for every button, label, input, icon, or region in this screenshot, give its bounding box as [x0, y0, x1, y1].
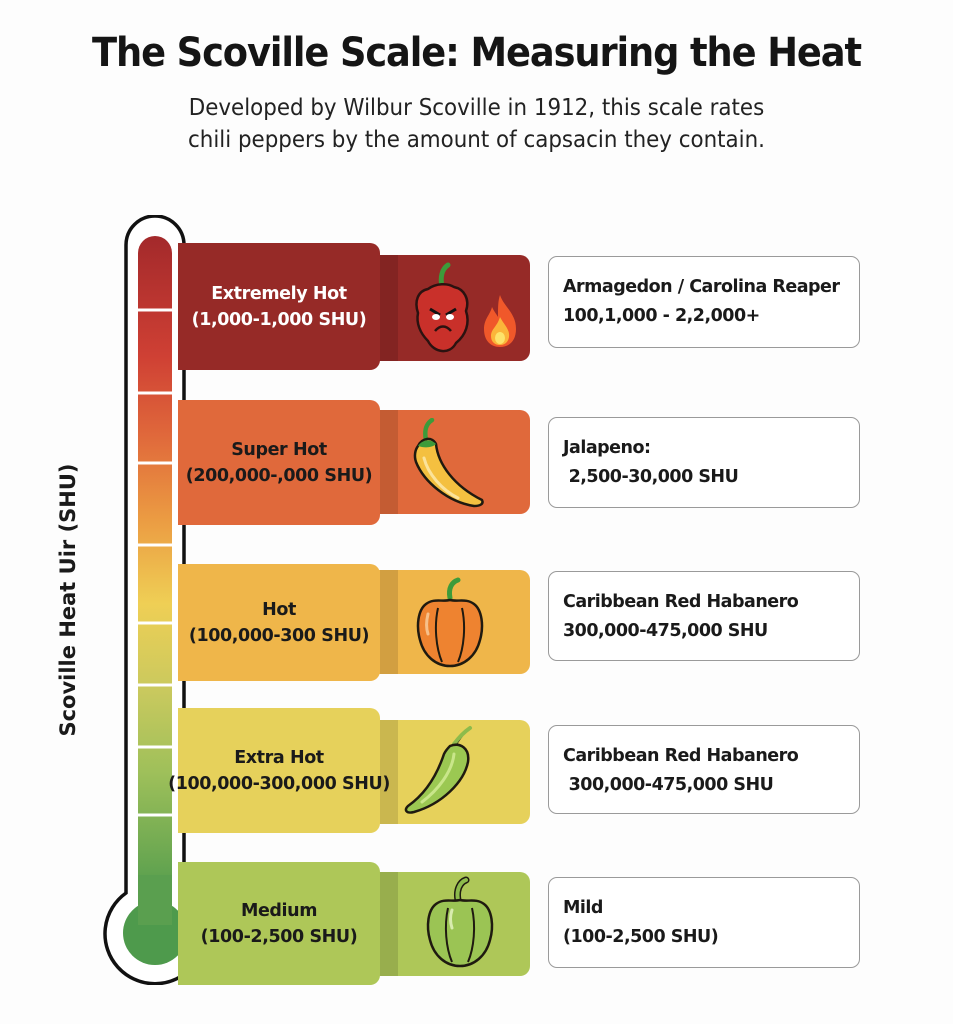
tab-seam	[380, 410, 398, 514]
pepper-shu-range: 300,000-475,000 SHU	[563, 621, 768, 641]
heat-level-extremely-hot: Extremely Hot (1,000-1,000 SHU)	[178, 243, 530, 370]
green-chili-icon	[404, 726, 472, 814]
heat-level-name: Super Hot	[231, 439, 327, 460]
heat-level-medium: Medium (100-2,500 SHU)	[178, 862, 530, 985]
heat-level-range: (100,000-300,000 SHU)	[168, 773, 390, 794]
page-title: The Scoville Scale: Measuring the Heat	[92, 30, 862, 76]
heat-level-super-hot: Super Hot (200,000-,000 SHU)	[178, 400, 530, 525]
info-box-super-hot: Jalapeno: 2,500-30,000 SHU	[548, 417, 860, 508]
pepper-name: Armagedon / Carolina Reaper	[563, 277, 840, 297]
heat-level-name: Medium	[240, 900, 318, 921]
subtitle-line-2: chili peppers by the amount of capsacin …	[188, 127, 765, 153]
orange-bell-pepper-icon	[416, 577, 484, 668]
heat-level-label: Hot (100,000-300 SHU)	[178, 564, 380, 681]
heat-level-icon-tab	[374, 410, 530, 514]
tab-seam	[380, 570, 398, 674]
info-box-hot: Caribbean Red Habanero 300,000-475,000 S…	[548, 571, 860, 661]
flame-icon	[484, 295, 516, 347]
heat-level-name: Hot	[262, 599, 296, 620]
pepper-name: Mild	[563, 898, 603, 918]
pepper-name: Caribbean Red Habanero	[563, 592, 799, 612]
heat-level-label: Medium (100-2,500 SHU)	[178, 862, 380, 985]
info-box-extra-hot: Caribbean Red Habanero 300,000-475,000 S…	[548, 725, 860, 814]
yellow-chili-icon	[413, 418, 484, 508]
tab-seam	[380, 872, 398, 976]
pepper-shu-range: 2,500-30,000 SHU	[563, 467, 739, 487]
heat-level-extra-hot: Extra Hot (100,000-300,000 SHU)	[168, 708, 530, 833]
heat-level-icon-tab	[374, 570, 530, 674]
y-axis-label-text: Scoville Heat Uir (SHU)	[56, 463, 80, 737]
heat-level-range: (100-2,500 SHU)	[200, 926, 358, 947]
pepper-shu-range: 300,000-475,000 SHU	[563, 775, 774, 795]
heat-level-range: (100,000-300 SHU)	[188, 625, 370, 646]
pepper-shu-range: 100,1,000 - 2,2,000+	[563, 306, 760, 326]
green-bell-pepper-icon	[426, 876, 494, 968]
tab-seam	[380, 720, 398, 824]
heat-level-label: Extra Hot (100,000-300,000 SHU)	[168, 708, 390, 833]
heat-level-label: Extremely Hot (1,000-1,000 SHU)	[178, 243, 380, 370]
heat-level-name: Extra Hot	[234, 747, 324, 768]
heat-level-range: (1,000-1,000 SHU)	[191, 309, 367, 330]
pepper-name: Jalapeno:	[563, 438, 651, 458]
info-box-medium: Mild (100-2,500 SHU)	[548, 877, 860, 968]
pepper-name: Caribbean Red Habanero	[563, 746, 799, 766]
angry-red-pepper-icon	[415, 262, 469, 353]
heat-level-range: (200,000-,000 SHU)	[185, 465, 373, 486]
heat-level-hot: Hot (100,000-300 SHU)	[178, 564, 530, 681]
heat-level-label: Super Hot (200,000-,000 SHU)	[178, 400, 380, 525]
tab-seam	[380, 255, 398, 361]
pepper-shu-range: (100-2,500 SHU)	[563, 927, 719, 947]
info-box-extremely-hot: Armagedon / Carolina Reaper 100,1,000 - …	[548, 256, 860, 348]
heat-level-icon-tab	[374, 872, 530, 976]
heat-level-name: Extremely Hot	[211, 283, 347, 304]
heat-level-icon-tab	[374, 255, 530, 361]
heat-level-icon-tab	[374, 720, 530, 824]
subtitle: Developed by Wilbur Scoville in 1912, th…	[33, 92, 919, 156]
subtitle-line-1: Developed by Wilbur Scoville in 1912, th…	[188, 95, 765, 121]
